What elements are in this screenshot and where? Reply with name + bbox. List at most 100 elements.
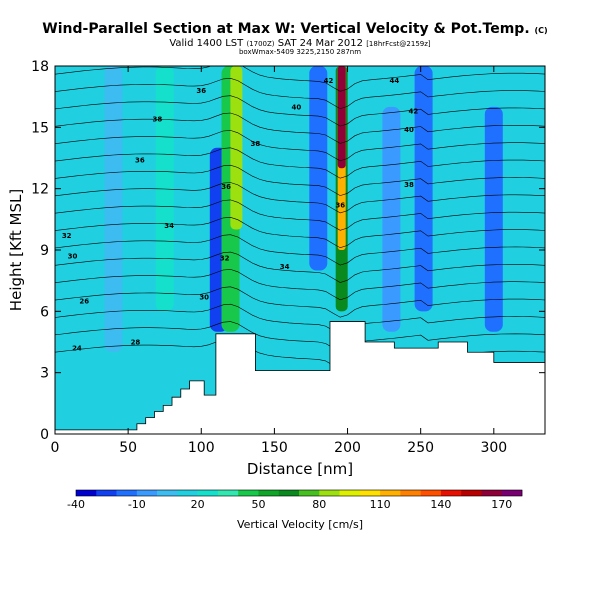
theta-contour-15 (55, 77, 545, 110)
theta-label-19: 44 (389, 77, 399, 85)
x-tick-label-5: 250 (407, 440, 434, 456)
theta-label-2: 28 (131, 339, 141, 347)
y-tick-label-5: 15 (31, 120, 49, 136)
y-tick-label-4: 12 (31, 182, 49, 198)
theta-contour-13 (55, 112, 545, 144)
colorbar-swatch-5 (177, 490, 198, 496)
colorbar-title: Vertical Velocity [cm/s] (237, 518, 363, 531)
colorbar-swatch-7 (217, 490, 239, 496)
w-feature-12 (337, 66, 346, 169)
y-tick-label-3: 9 (40, 243, 49, 259)
theta-label-18: 42 (408, 107, 418, 115)
colorbar-swatch-12 (319, 490, 340, 496)
theta-label-9: 36 (135, 157, 145, 165)
colorbar-tick-0: -40 (67, 498, 85, 511)
chart-subtitle: Valid 1400 LST (1700Z) SAT 24 Mar 2012 [… (169, 38, 431, 49)
theta-label-7: 32 (220, 255, 230, 263)
colorbar-swatch-17 (420, 490, 442, 496)
colorbar-swatch-15 (380, 490, 401, 496)
colorbar-swatch-21 (501, 490, 523, 496)
theta-label-3: 30 (68, 253, 78, 261)
chart-subtitle-small: boxWmax-5409 3225,2150 287nm (239, 48, 361, 56)
w-feature-4 (155, 66, 174, 312)
x-tick-label-0: 0 (51, 440, 60, 456)
colorbar-swatch-4 (157, 490, 178, 496)
theta-label-0: 24 (72, 345, 82, 353)
theta-contour-9 (55, 182, 545, 214)
theta-contour-4 (55, 269, 545, 301)
contour-labels: 24 26 28 30 32 34 30 32 34 36 38 36 38 36 38 40 40 42 42 44… (62, 77, 419, 353)
theta-label-20: 36 (196, 87, 206, 95)
colorbar-tick-1: -10 (128, 498, 146, 511)
colorbar-swatch-18 (440, 490, 462, 496)
chart-title: Wind-Parallel Section at Max W: Vertical… (42, 21, 547, 37)
terrain-mask (55, 321, 545, 434)
y-tick-label-0: 0 (40, 427, 49, 443)
y-axis-title: Height [Kft MSL] (7, 189, 25, 311)
colorbar-frame (75, 489, 523, 497)
theta-contour-2 (55, 303, 545, 335)
theta-label-10: 38 (153, 116, 163, 124)
theta-contour-8 (55, 199, 545, 231)
theta-label-17: 42 (324, 77, 334, 85)
colorbar-swatch-13 (339, 490, 361, 496)
colorbar-swatch-3 (136, 490, 158, 496)
theta-contour-10 (55, 164, 545, 196)
theta-contour-16 (55, 66, 545, 92)
colorbar-swatch-14 (359, 490, 381, 496)
w-feature-6 (414, 66, 433, 312)
colorbar-tick-5: 110 (370, 498, 391, 511)
colorbar-swatch-1 (96, 490, 117, 496)
theta-label-12: 38 (251, 140, 261, 148)
theta-contour-7 (55, 216, 545, 249)
theta-label-1: 26 (79, 298, 89, 306)
theta-label-5: 34 (164, 222, 174, 230)
colorbar: -40 -10 20 50 80 110 140 170 (67, 489, 523, 511)
x-tick-label-4: 200 (334, 440, 361, 456)
theta-contour-6 (55, 234, 545, 266)
theta-contour-1 (55, 321, 545, 353)
y-tick-label-6: 18 (31, 59, 49, 75)
w-feature-0 (104, 66, 123, 353)
theta-label-8: 34 (280, 263, 290, 271)
theta-label-14: 38 (404, 181, 414, 189)
colorbar-swatch-0 (76, 490, 97, 496)
theta-label-16: 40 (404, 126, 414, 134)
colorbar-tick-3: 50 (251, 498, 265, 511)
theta-label-11: 36 (221, 183, 231, 191)
y-tick-label-1: 3 (40, 366, 49, 382)
theta-label-13: 36 (335, 202, 345, 210)
theta-label-15: 40 (291, 103, 301, 111)
colorbar-tick-4: 80 (312, 498, 326, 511)
colorbar-swatch-20 (481, 490, 503, 496)
theta-label-6: 30 (199, 294, 209, 302)
colorbar-swatch-19 (461, 490, 482, 496)
potential-temperature-contours (55, 66, 545, 370)
x-tick-label-6: 300 (480, 440, 507, 456)
x-tick-label-2: 100 (188, 440, 215, 456)
theta-label-4: 32 (62, 232, 72, 240)
w-feature-3 (484, 106, 503, 332)
theta-contour-14 (55, 95, 545, 127)
colorbar-swatch-11 (299, 490, 320, 496)
theta-contour-5 (55, 251, 545, 283)
colorbar-swatch-8 (238, 490, 259, 496)
w-feature-1 (382, 106, 401, 332)
colorbar-swatch-9 (258, 490, 280, 496)
x-tick-label-1: 50 (119, 440, 137, 456)
x-tick-label-3: 150 (261, 440, 288, 456)
plot-area: 24 26 28 30 32 34 30 32 34 36 38 36 38 36 38 40 40 42 42 44… (55, 66, 545, 434)
x-axis-title: Distance [nm] (247, 460, 353, 478)
y-tick-label-2: 6 (40, 304, 49, 320)
colorbar-swatch-16 (400, 490, 421, 496)
colorbar-tick-7: 170 (491, 498, 512, 511)
theta-contour-3 (55, 286, 545, 318)
colorbar-tick-2: 20 (191, 498, 205, 511)
colorbar-swatch-10 (278, 490, 300, 496)
colorbar-tick-6: 140 (430, 498, 451, 511)
colorbar-swatch-6 (197, 490, 219, 496)
colorbar-swatch-2 (116, 490, 138, 496)
w-feature-10 (230, 66, 243, 230)
